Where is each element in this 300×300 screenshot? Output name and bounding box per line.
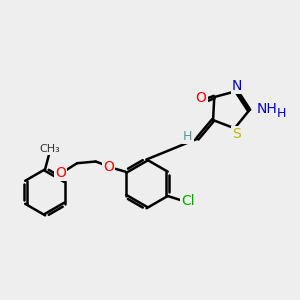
Text: O: O <box>196 91 206 105</box>
Text: NH: NH <box>256 102 277 116</box>
Text: H: H <box>183 130 193 143</box>
Text: Cl: Cl <box>181 194 195 208</box>
Text: O: O <box>55 166 66 180</box>
Text: N: N <box>232 79 242 93</box>
Text: S: S <box>232 127 242 141</box>
Text: CH₃: CH₃ <box>39 144 60 154</box>
Text: O: O <box>103 160 114 174</box>
Text: H: H <box>277 107 286 120</box>
